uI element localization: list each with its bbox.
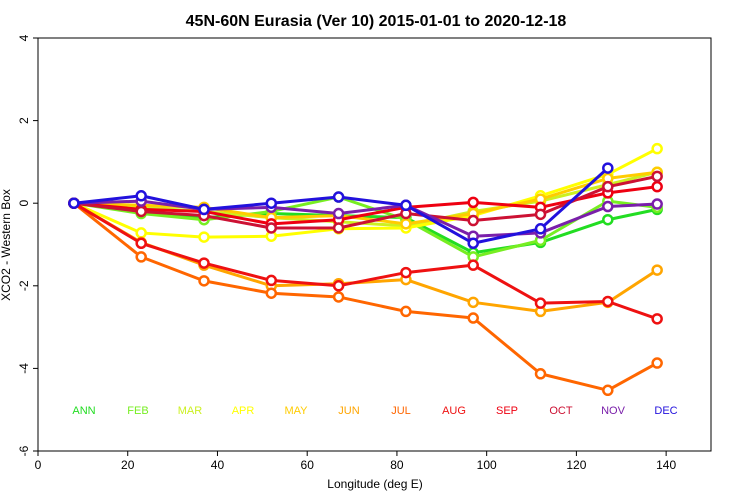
data-point — [198, 231, 210, 243]
legend-jun: JUN — [338, 405, 359, 417]
series-line — [72, 202, 658, 392]
data-point — [135, 237, 147, 250]
legend-sep: SEP — [496, 405, 518, 417]
data-point — [467, 312, 479, 324]
series-line — [73, 174, 658, 230]
axes: 0 20 40 60 80 100 120 140 -6 -4 -2 0 2 4 — [17, 34, 676, 472]
x-tick-label: 0 — [35, 458, 42, 472]
x-tick-label: 20 — [121, 458, 135, 472]
data-point — [135, 205, 147, 218]
legend-feb: FEB — [127, 405, 148, 417]
data-point — [198, 275, 210, 287]
data-point — [332, 222, 345, 234]
data-point — [467, 214, 479, 227]
data-point — [602, 162, 614, 174]
data-point — [265, 287, 278, 299]
series-group — [68, 142, 663, 397]
x-tick-label: 40 — [211, 458, 225, 472]
data-point — [534, 297, 547, 309]
data-point — [534, 208, 547, 221]
data-point — [651, 264, 663, 276]
data-point — [198, 203, 210, 216]
data-point — [332, 291, 345, 303]
data-point — [534, 368, 547, 380]
legend: ANN FEB MAR APR MAY JUN JUL AUG SEP OCT NOV DEC — [72, 405, 677, 417]
data-point — [265, 222, 278, 234]
data-point — [332, 280, 345, 292]
series-line — [73, 147, 658, 239]
y-axis-label: XCO2 - Western Box — [0, 189, 13, 301]
data-point — [651, 357, 663, 369]
data-point — [534, 223, 547, 235]
legend-jul: JUL — [391, 405, 411, 417]
data-point — [651, 170, 663, 183]
series-line — [73, 199, 658, 238]
y-tick-label: 4 — [17, 34, 31, 41]
data-point — [467, 196, 479, 209]
legend-may: MAY — [284, 405, 308, 417]
data-point — [332, 207, 345, 220]
y-tick-label: -4 — [17, 363, 31, 374]
data-point — [602, 384, 614, 397]
y-tick-label: -6 — [17, 445, 31, 456]
data-point — [68, 197, 80, 209]
x-tick-label: 80 — [390, 458, 404, 472]
data-point — [602, 200, 614, 213]
data-point — [651, 142, 663, 155]
legend-apr: APR — [232, 405, 255, 417]
data-point — [400, 218, 412, 230]
data-point — [602, 180, 614, 193]
series-line — [73, 201, 658, 321]
data-point — [651, 313, 663, 325]
x-tick-label: 140 — [656, 458, 676, 472]
series-dec — [68, 162, 614, 250]
legend-nov: NOV — [601, 405, 626, 417]
y-tick-label: 2 — [17, 117, 31, 124]
legend-mar: MAR — [178, 405, 203, 417]
y-tick-label: -2 — [17, 280, 31, 291]
data-point — [332, 191, 345, 203]
data-point — [135, 227, 147, 239]
data-point — [265, 274, 278, 287]
data-point — [265, 197, 278, 209]
plot-frame — [37, 37, 712, 452]
data-point — [651, 198, 663, 210]
legend-ann: ANN — [72, 405, 95, 417]
y-tick-label: 0 — [17, 200, 31, 207]
x-tick-label: 120 — [566, 458, 586, 472]
legend-oct: OCT — [549, 405, 573, 417]
x-tick-label: 60 — [301, 458, 315, 472]
legend-aug: AUG — [442, 405, 466, 417]
data-point — [467, 296, 479, 309]
data-point — [400, 266, 412, 279]
data-point — [198, 257, 210, 269]
data-point — [135, 251, 147, 263]
data-point — [400, 199, 412, 212]
legend-dec: DEC — [654, 405, 677, 417]
data-point — [400, 305, 412, 318]
x-axis-label: Longitude (deg E) — [327, 477, 422, 491]
chart-title: 45N-60N Eurasia (Ver 10) 2015-01-01 to 2… — [186, 13, 567, 30]
data-point — [467, 237, 479, 250]
x-tick-label: 100 — [477, 458, 497, 472]
data-point — [651, 180, 663, 193]
data-point — [467, 259, 479, 271]
data-point — [602, 295, 614, 308]
data-point — [135, 190, 147, 202]
data-point — [602, 213, 614, 226]
